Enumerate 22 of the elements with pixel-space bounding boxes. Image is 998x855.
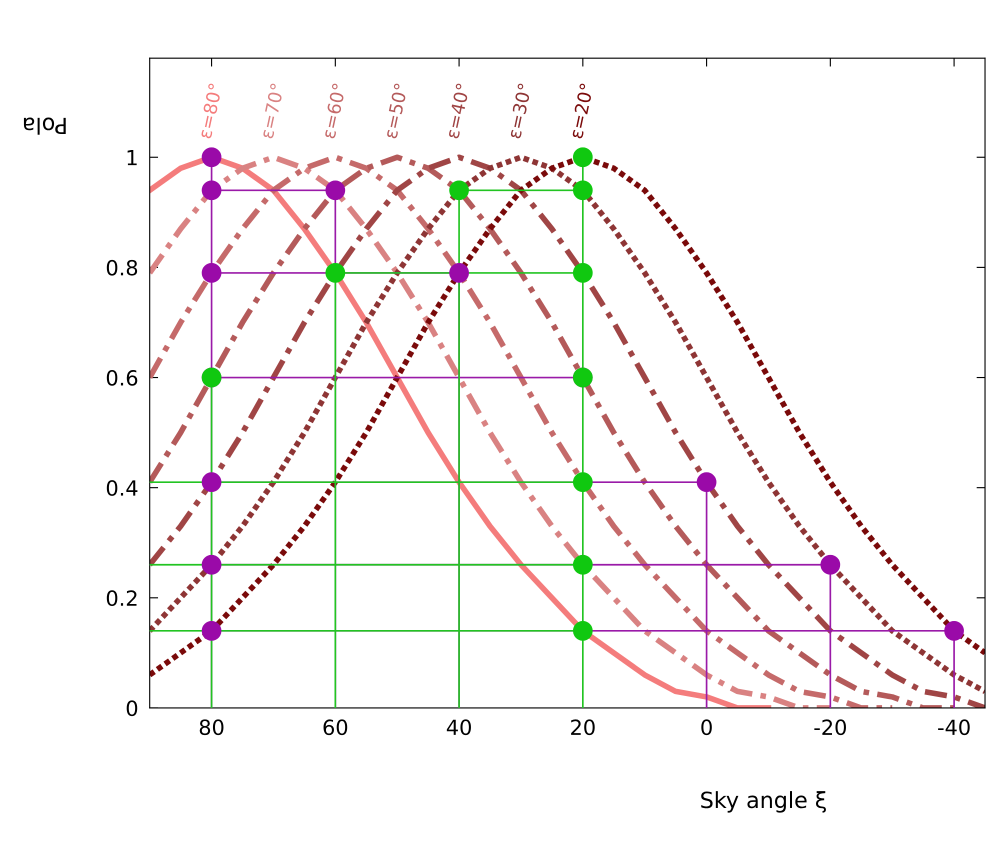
y-tick-label: 0.2 — [106, 590, 137, 606]
text: ε=70° — [260, 83, 284, 139]
x-tick-label: 40 — [446, 719, 471, 736]
text: ε=20° — [568, 83, 594, 139]
x-tick-label: 20 — [571, 719, 595, 736]
text: ε=80° — [198, 83, 222, 139]
text: ε=50° — [383, 83, 408, 139]
x-tick-label: -40 — [938, 719, 970, 736]
y-axis-title: Pola — [24, 118, 66, 135]
x-tick-label: 80 — [200, 719, 224, 736]
x-tick-label: 0 — [701, 719, 712, 736]
y-tick-label: 0.6 — [106, 370, 138, 386]
y-tick-label: 0 — [126, 700, 138, 716]
text: ε=60° — [321, 83, 346, 139]
text: ε=30° — [507, 83, 532, 139]
text: ε=40° — [445, 83, 470, 139]
y-tick-label: 0.4 — [106, 480, 138, 496]
x-axis-title: Sky angle ξ — [701, 791, 826, 813]
y-tick-label: 1 — [128, 150, 137, 166]
y-tick-label: 0.8 — [106, 260, 138, 276]
x-tick-label: -20 — [814, 719, 846, 736]
x-tick-label: 60 — [324, 719, 348, 736]
